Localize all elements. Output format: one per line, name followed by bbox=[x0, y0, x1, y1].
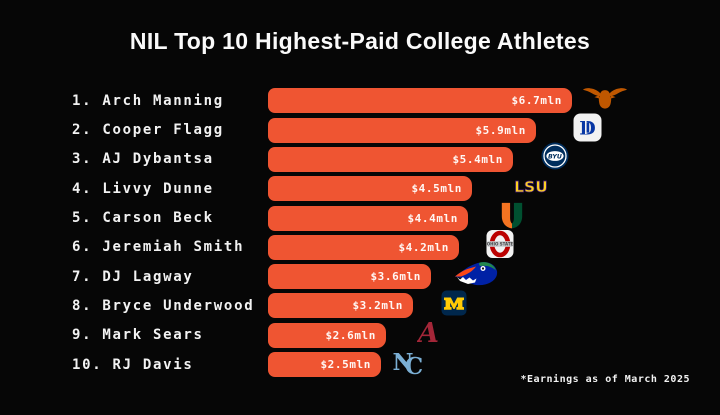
chart-row: 8. Bryce Underwood $3.2mln bbox=[0, 290, 720, 320]
value-bar: $4.2mln bbox=[268, 234, 459, 260]
value-label: $2.6mln bbox=[325, 328, 376, 342]
value-label: $4.4mln bbox=[407, 211, 458, 225]
value-label: $6.7mln bbox=[511, 94, 562, 108]
value-bar: $5.9mln bbox=[268, 117, 536, 143]
value-label: $5.9mln bbox=[475, 123, 526, 137]
athlete-rank: 8. bbox=[72, 297, 103, 314]
value-label: $3.2mln bbox=[352, 299, 403, 313]
athlete-rank: 7. bbox=[72, 268, 103, 285]
byu-logo-icon: BYU bbox=[541, 142, 569, 170]
athlete-label: 8. Bryce Underwood bbox=[72, 291, 254, 320]
athlete-rank: 4. bbox=[72, 180, 103, 197]
svg-text:BYU: BYU bbox=[548, 154, 562, 161]
athlete-name: RJ Davis bbox=[112, 356, 194, 373]
athlete-rank: 9. bbox=[72, 327, 103, 344]
svg-text:A: A bbox=[417, 318, 439, 347]
michigan-logo-icon bbox=[441, 290, 467, 316]
ohio-state-logo-icon: OHIO STATE bbox=[486, 229, 514, 259]
svg-text:LSU: LSU bbox=[514, 178, 548, 194]
athlete-name: Bryce Underwood bbox=[102, 297, 255, 314]
athlete-rank: 1. bbox=[72, 92, 103, 109]
value-label: $2.5mln bbox=[320, 358, 371, 372]
florida-gators-logo-icon bbox=[454, 260, 498, 287]
value-bar: $6.7mln bbox=[268, 88, 572, 114]
chart-row: 3. AJ Dybantsa $5.4mln BYU bbox=[0, 142, 720, 174]
footnote: *Earnings as of March 2025 bbox=[520, 374, 690, 385]
value-label: $5.4mln bbox=[452, 152, 503, 166]
chart-row: 5. Carson Beck $4.4mln bbox=[0, 201, 720, 232]
value-label: $4.5mln bbox=[411, 182, 462, 196]
athlete-name: Carson Beck bbox=[102, 209, 214, 226]
athlete-label: 10. RJ Davis bbox=[72, 350, 194, 379]
athlete-rank: 2. bbox=[72, 121, 103, 138]
value-label: $3.6mln bbox=[370, 270, 421, 284]
athlete-label: 5. Carson Beck bbox=[72, 203, 214, 232]
athlete-name: Jeremiah Smith bbox=[102, 239, 245, 256]
texas-longhorns-logo-icon bbox=[582, 84, 628, 112]
athlete-name: Livvy Dunne bbox=[102, 180, 214, 197]
value-bar: $3.6mln bbox=[268, 264, 431, 290]
value-label: $4.2mln bbox=[398, 240, 449, 254]
lsu-logo-icon: LSU bbox=[509, 178, 553, 194]
athlete-rank: 10. bbox=[72, 356, 113, 373]
value-bar: $3.2mln bbox=[268, 293, 413, 319]
chart-row: 7. DJ Lagway $3.6mln bbox=[0, 262, 720, 291]
value-bar: $4.5mln bbox=[268, 176, 472, 202]
value-bar: $4.4mln bbox=[268, 205, 468, 231]
athlete-rank: 3. bbox=[72, 151, 103, 168]
svg-text:OHIO STATE: OHIO STATE bbox=[487, 242, 514, 247]
athlete-label: 9. Mark Sears bbox=[72, 321, 204, 350]
chart-row: 6. Jeremiah Smith $4.2mln OHIO STATE bbox=[0, 230, 720, 262]
chart-row: 2. Cooper Flagg $5.9mln D bbox=[0, 113, 720, 144]
athlete-label: 3. AJ Dybantsa bbox=[72, 145, 214, 174]
athlete-label: 1. Arch Manning bbox=[72, 86, 224, 115]
athlete-name: Arch Manning bbox=[102, 92, 224, 109]
athlete-label: 6. Jeremiah Smith bbox=[72, 233, 244, 262]
miami-logo-icon bbox=[499, 201, 525, 229]
value-bar: $5.4mln bbox=[268, 146, 513, 172]
athlete-name: DJ Lagway bbox=[102, 268, 194, 285]
svg-text:C: C bbox=[405, 353, 423, 377]
athlete-label: 2. Cooper Flagg bbox=[72, 115, 224, 144]
athlete-name: AJ Dybantsa bbox=[102, 151, 214, 168]
value-bar: $2.6mln bbox=[268, 322, 386, 348]
page-title: NIL Top 10 Highest-Paid College Athletes bbox=[129, 28, 591, 54]
bar-chart: 1. Arch Manning $6.7mln 2. Cooper Flagg … bbox=[0, 86, 720, 379]
value-bar: $2.5mln bbox=[268, 352, 381, 378]
athlete-label: 7. DJ Lagway bbox=[72, 262, 194, 291]
alabama-logo-icon: A bbox=[417, 317, 440, 347]
chart-row: 1. Arch Manning $6.7mln bbox=[0, 86, 720, 115]
chart-row: 9. Mark Sears $2.6mln A bbox=[0, 318, 720, 350]
chart-row: 4. Livvy Dunne $4.5mln LSU bbox=[0, 174, 720, 203]
athlete-rank: 5. bbox=[72, 209, 103, 226]
athlete-label: 4. Livvy Dunne bbox=[72, 174, 214, 203]
duke-logo-icon: D bbox=[573, 113, 602, 142]
athlete-name: Cooper Flagg bbox=[102, 121, 224, 138]
athlete-rank: 6. bbox=[72, 239, 103, 256]
athlete-name: Mark Sears bbox=[102, 327, 204, 344]
svg-text:N: N bbox=[392, 349, 413, 376]
